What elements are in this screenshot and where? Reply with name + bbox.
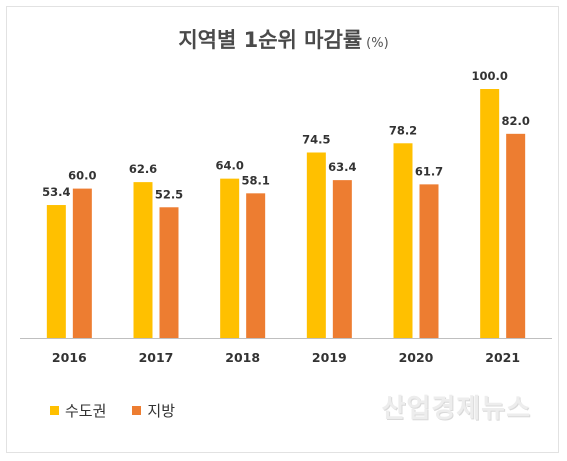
legend-swatch-capital (50, 406, 59, 415)
data-label-region-2016: 60.0 (68, 169, 96, 183)
x-tick-label-2019: 2019 (312, 350, 347, 365)
bar-region-2018 (246, 193, 266, 338)
bar-region-2021 (506, 133, 526, 338)
chart-legend: 수도권 지방 (50, 400, 201, 421)
bar-capital-2017 (133, 182, 153, 338)
data-label-capital-2019: 74.5 (302, 132, 330, 146)
legend-label-region: 지방 (147, 402, 176, 420)
data-label-capital-2018: 64.0 (215, 159, 243, 173)
bar-region-2017 (159, 207, 179, 338)
legend-swatch-region (132, 406, 142, 415)
data-label-region-2019: 63.4 (328, 160, 356, 174)
bar-region-2019 (332, 180, 352, 338)
bar-capital-2018 (220, 178, 240, 338)
legend-item-capital: 수도권 (50, 400, 106, 421)
data-label-region-2017: 52.5 (155, 187, 183, 201)
watermark-logo: 산업경제뉴스 (381, 394, 531, 424)
x-tick-label-2018: 2018 (225, 350, 260, 365)
chart-border (6, 6, 559, 453)
chart-title: 지역별 1순위 마감률 (178, 28, 363, 52)
chart-unit: (%) (366, 36, 389, 51)
data-label-region-2020: 61.7 (415, 164, 443, 178)
bar-capital-2019 (306, 152, 326, 338)
bar-capital-2016 (46, 205, 66, 338)
chart-title-block: 지역별 1순위 마감률 (%) (0, 24, 567, 54)
data-label-capital-2021: 100.0 (471, 69, 507, 83)
bar-capital-2020 (393, 143, 413, 338)
legend-label-capital: 수도권 (65, 402, 107, 420)
x-tick-label-2016: 2016 (52, 350, 87, 365)
data-label-region-2021: 82.0 (501, 114, 529, 128)
x-tick-label-2021: 2021 (485, 350, 520, 365)
data-label-capital-2017: 62.6 (129, 162, 157, 176)
bar-region-2016 (72, 188, 92, 338)
bar-region-2020 (419, 184, 439, 338)
x-tick-label-2020: 2020 (399, 350, 434, 365)
data-label-capital-2016: 53.4 (42, 185, 70, 199)
x-tick-label-2017: 2017 (139, 350, 174, 365)
legend-item-region: 지방 (132, 400, 175, 421)
bar-capital-2021 (480, 89, 500, 338)
data-label-region-2018: 58.1 (241, 173, 269, 187)
data-label-capital-2020: 78.2 (389, 123, 417, 137)
